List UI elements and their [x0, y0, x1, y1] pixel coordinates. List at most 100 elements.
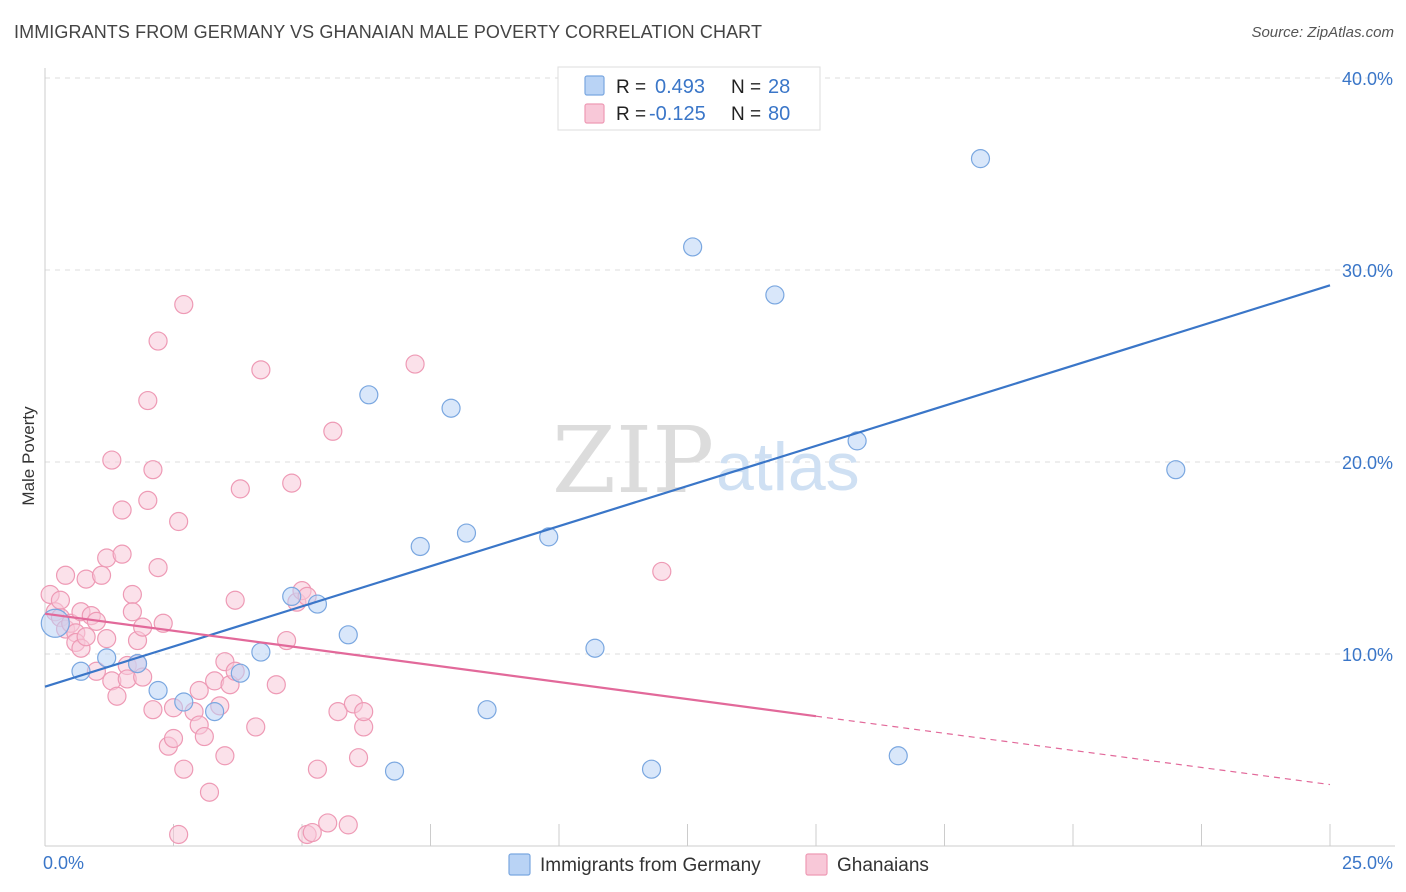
data-point: [338, 625, 358, 645]
data-point: [225, 590, 245, 610]
data-point: [76, 627, 96, 647]
data-point: [683, 237, 703, 257]
data-point: [318, 813, 338, 833]
data-point: [354, 701, 374, 722]
data-point: [107, 686, 127, 706]
trend-line: [44, 612, 817, 718]
data-point: [302, 822, 322, 843]
data-point: [174, 294, 194, 315]
x-tick-labels: 0.0% 25.0%: [43, 853, 1393, 873]
y-axis-label: Male Poverty: [19, 406, 38, 506]
data-point: [148, 331, 168, 351]
data-points: [40, 83, 1186, 845]
data-point: [384, 761, 405, 781]
trend-line-extension: [815, 715, 1331, 786]
data-point: [359, 385, 379, 405]
x-tick-label: 0.0%: [43, 853, 84, 873]
data-point: [112, 500, 132, 520]
data-point: [456, 523, 477, 543]
legend-swatch-ghanaians: [805, 853, 828, 876]
data-point: [230, 479, 250, 499]
source-label: Source: ZipAtlas.com: [1251, 24, 1394, 41]
trend-lines: [44, 284, 1331, 786]
y-tick-label: 40.0%: [1342, 69, 1393, 89]
data-point: [112, 544, 132, 564]
data-point: [405, 354, 425, 374]
data-point: [251, 642, 271, 662]
stats-box: R = 0.493 N = 28 R = -0.125 N = 80: [557, 66, 821, 131]
data-point: [148, 680, 168, 701]
data-point: [189, 680, 209, 701]
data-point: [55, 565, 76, 585]
stats-swatch-ghanaians: [584, 103, 605, 124]
data-point: [122, 584, 142, 605]
stats-swatch-germany: [584, 75, 605, 96]
data-point: [143, 460, 163, 480]
data-point: [410, 536, 430, 557]
data-point: [122, 602, 142, 622]
y-tick-label: 10.0%: [1342, 645, 1393, 665]
stats-r-value: -0.125: [649, 103, 706, 125]
data-point: [652, 561, 672, 582]
data-point: [138, 390, 158, 411]
data-point: [888, 746, 908, 766]
data-point: [246, 717, 266, 737]
data-point: [307, 759, 328, 779]
y-tick-label: 20.0%: [1342, 453, 1393, 473]
data-point: [338, 815, 358, 835]
data-point: [199, 782, 220, 802]
data-point: [97, 648, 117, 668]
watermark: ZIP atlas: [552, 407, 860, 514]
data-point: [323, 421, 343, 441]
series-germany: [40, 83, 1186, 781]
data-point: [138, 490, 158, 510]
x-tick-label: 25.0%: [1342, 853, 1393, 873]
legend-label-ghanaians: Ghanaians: [837, 855, 929, 876]
data-point: [266, 675, 286, 695]
legend: Immigrants from Germany Ghanaians: [508, 853, 929, 876]
data-point: [585, 638, 605, 658]
y-tick-labels: 10.0% 20.0% 30.0% 40.0%: [1342, 69, 1393, 665]
stats-r-value: 0.493: [655, 76, 705, 98]
data-point: [251, 360, 271, 380]
watermark-zip: ZIP: [552, 407, 714, 514]
data-point: [97, 629, 117, 649]
data-point: [169, 511, 189, 532]
data-point: [174, 759, 194, 779]
data-point: [205, 701, 225, 722]
data-point: [143, 700, 163, 720]
data-point: [539, 527, 559, 547]
chart-title: IMMIGRANTS FROM GERMANY VS GHANAIAN MALE…: [14, 22, 763, 42]
data-point: [282, 586, 302, 607]
trend-line: [44, 284, 1331, 688]
data-point: [641, 759, 662, 779]
gridlines: [45, 77, 1395, 655]
stats-n-label: N =: [731, 77, 761, 98]
data-point: [230, 663, 250, 683]
data-point: [765, 285, 785, 305]
stats-n-value: 80: [768, 103, 790, 125]
watermark-atlas: atlas: [716, 429, 860, 505]
data-point: [348, 748, 369, 768]
data-point: [970, 149, 991, 169]
data-point: [169, 824, 189, 845]
stats-r-label: R =: [616, 77, 646, 98]
data-point: [174, 692, 194, 712]
data-point: [163, 728, 184, 749]
data-point: [1166, 460, 1186, 480]
data-point: [102, 450, 122, 470]
legend-label-germany: Immigrants from Germany: [540, 855, 761, 876]
data-point: [194, 726, 214, 747]
data-point: [328, 701, 348, 722]
y-tick-label: 30.0%: [1342, 261, 1393, 281]
data-point: [477, 700, 497, 720]
stats-n-value: 28: [768, 76, 790, 98]
legend-swatch-germany: [508, 853, 531, 876]
data-point: [441, 398, 461, 418]
data-point: [282, 473, 302, 493]
data-point: [50, 590, 71, 610]
series-ghanaians: [40, 294, 672, 845]
stats-r-label: R =: [616, 104, 646, 125]
stats-n-label: N =: [731, 104, 761, 125]
